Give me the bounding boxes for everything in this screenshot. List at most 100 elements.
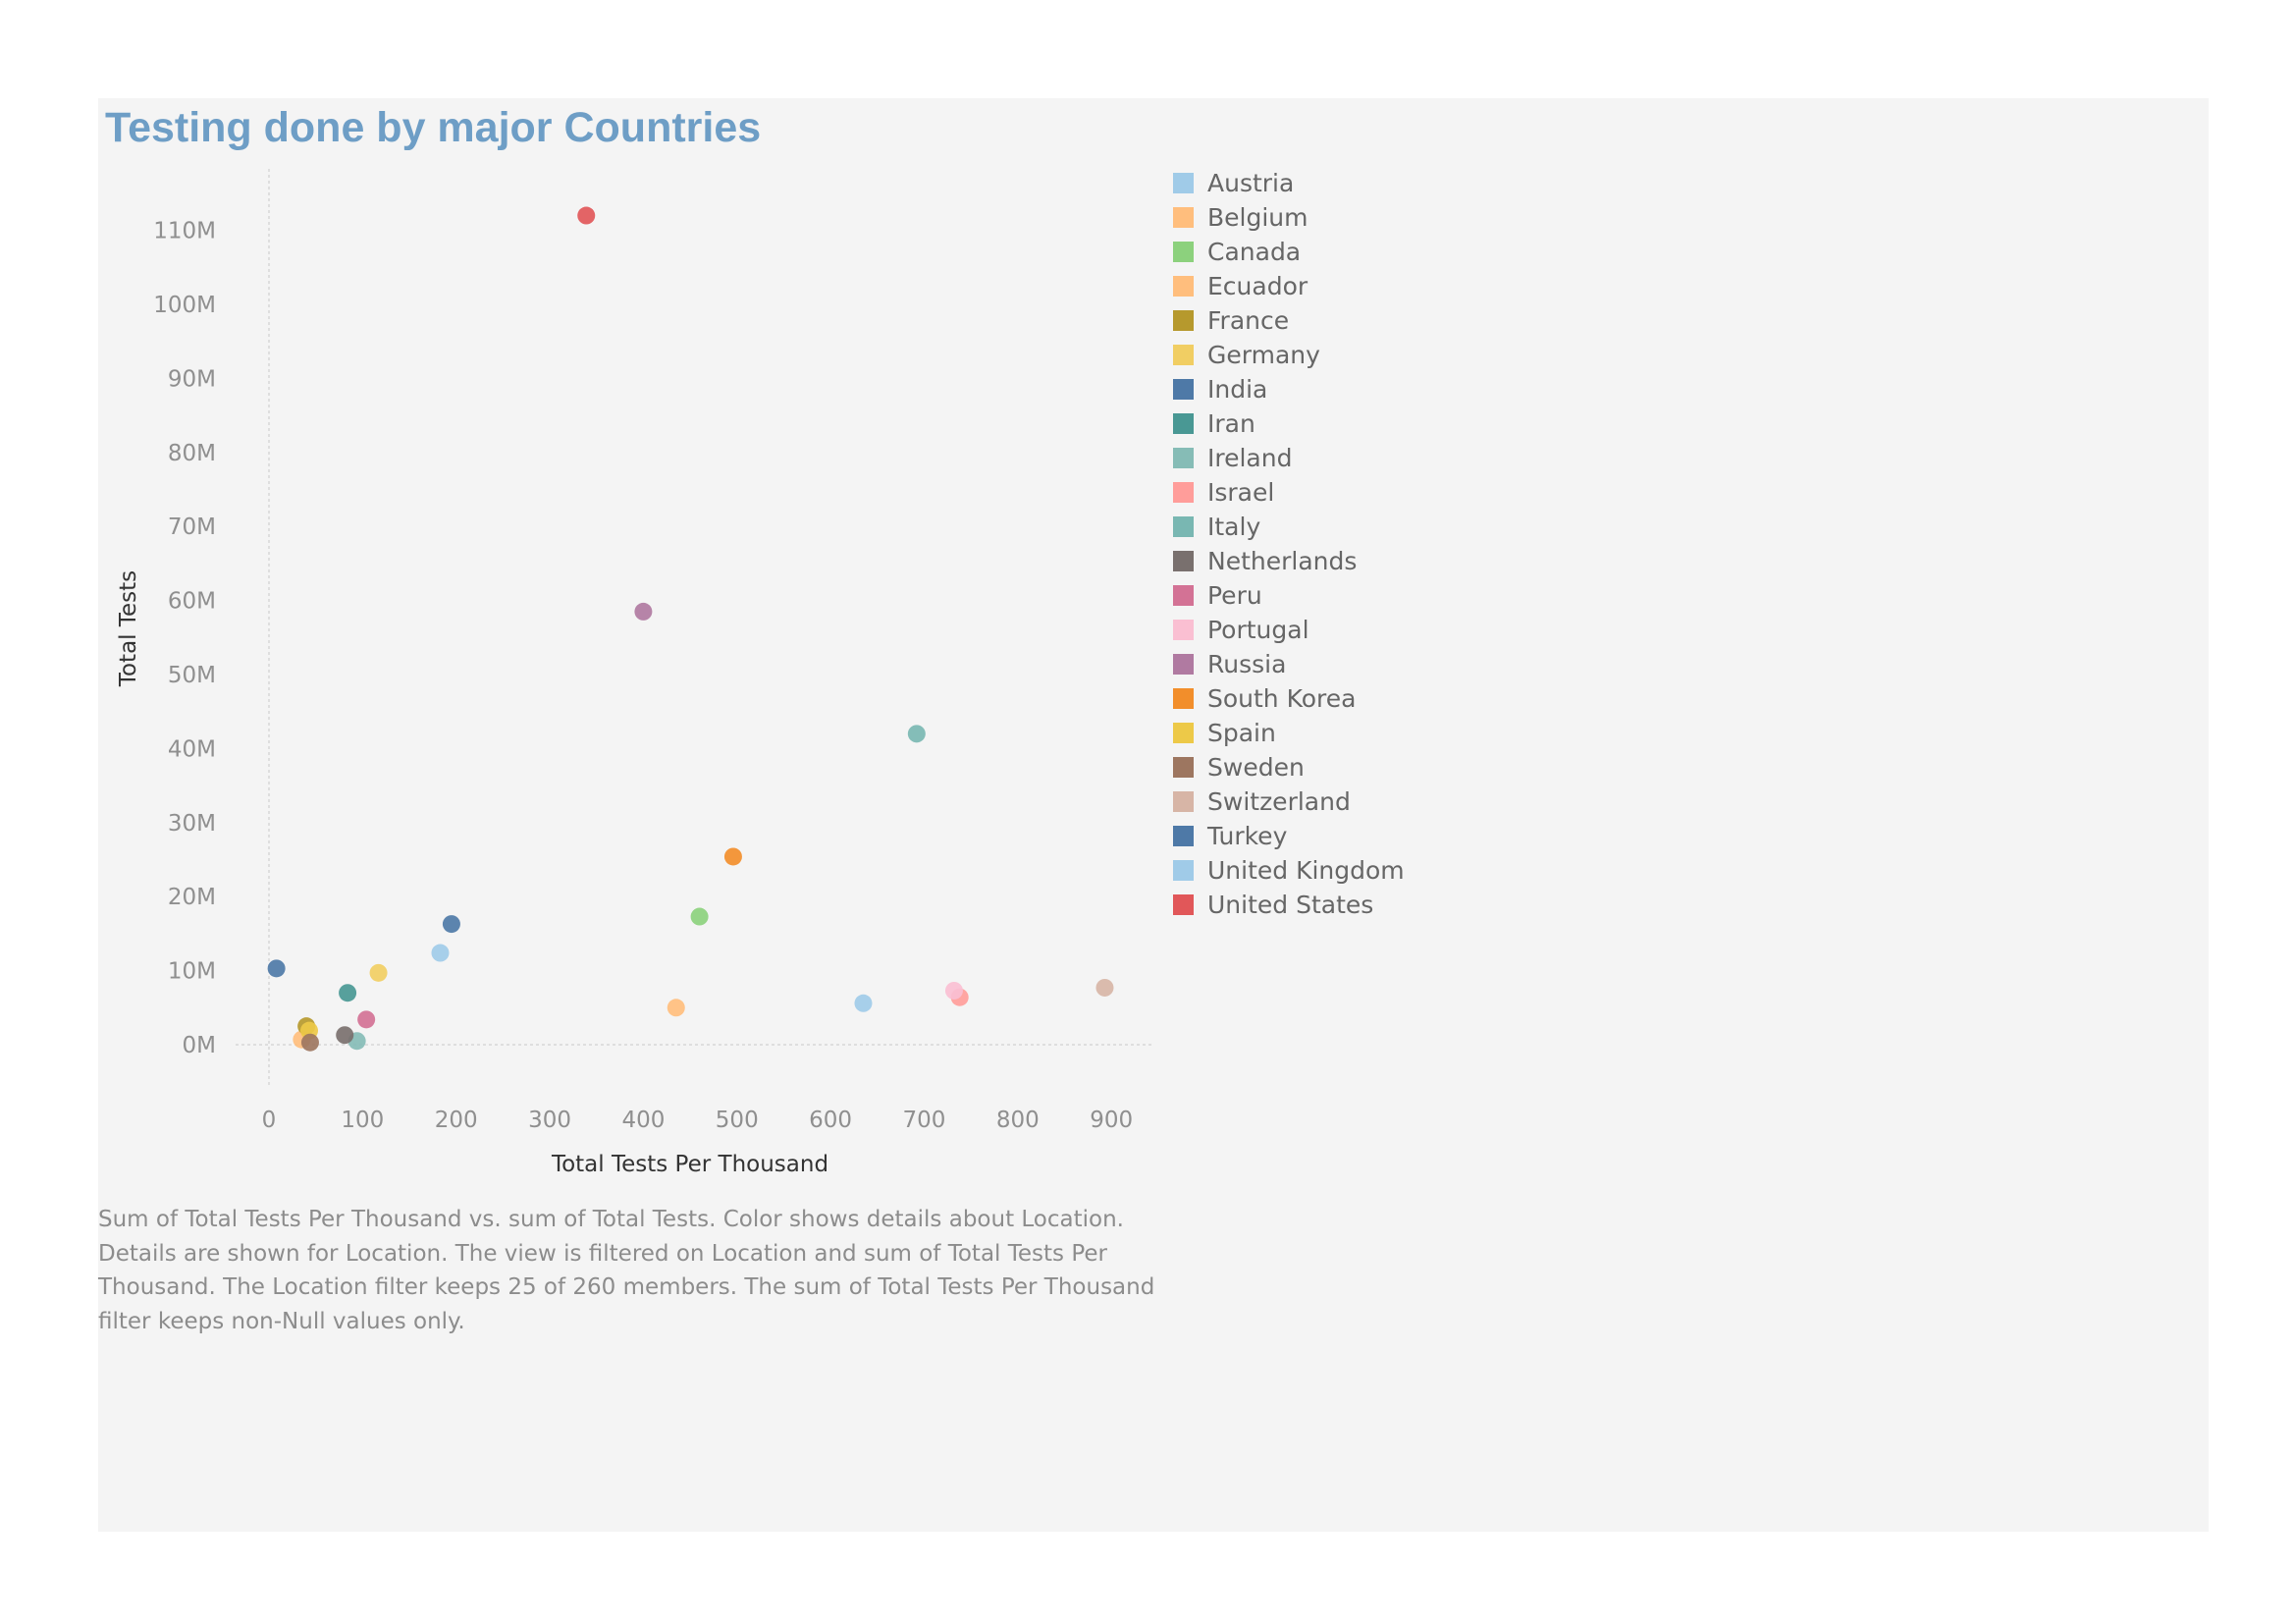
legend-item[interactable]: Peru [1173, 581, 1405, 616]
legend-label: Iran [1207, 409, 1255, 438]
y-tick-label: 0M [183, 1033, 216, 1058]
legend-swatch [1173, 242, 1194, 262]
legend-swatch [1173, 345, 1194, 365]
legend-swatch [1173, 826, 1194, 846]
legend-label: Canada [1207, 238, 1302, 266]
data-point-netherlands[interactable]: Netherlands [336, 1026, 354, 1045]
data-point-peru[interactable]: Peru [357, 1010, 376, 1029]
legend-item[interactable]: Austria [1173, 169, 1405, 203]
legend-item[interactable]: Israel [1173, 478, 1405, 513]
data-point-switzerland[interactable]: Switzerland [1095, 978, 1114, 997]
legend-label: Spain [1207, 719, 1276, 747]
legend-item[interactable]: Sweden [1173, 753, 1405, 787]
data-point-sweden[interactable]: Sweden [300, 1033, 319, 1052]
x-tick-label: 0 [262, 1108, 277, 1133]
legend-label: Ireland [1207, 444, 1293, 472]
x-axis-title: Total Tests Per Thousand [551, 1152, 828, 1177]
legend-swatch [1173, 723, 1194, 743]
legend-swatch [1173, 894, 1194, 915]
y-tick-label: 60M [168, 589, 216, 615]
y-tick-label: 90M [168, 366, 216, 392]
legend-item[interactable]: Ecuador [1173, 272, 1405, 306]
x-tick-label: 500 [716, 1108, 759, 1133]
data-point-iran[interactable]: Iran [339, 984, 357, 1002]
legend-label: United Kingdom [1207, 856, 1405, 885]
legend-label: United States [1207, 891, 1374, 919]
legend-item[interactable]: Iran [1173, 409, 1405, 444]
dashboard-panel [98, 98, 2209, 1532]
data-point-portugal[interactable]: Portugal [944, 981, 963, 1000]
legend-label: Netherlands [1207, 547, 1358, 575]
legend-swatch [1173, 585, 1194, 606]
legend-swatch [1173, 276, 1194, 297]
data-point-united-kingdom[interactable]: United Kingdom [431, 944, 450, 962]
legend-item[interactable]: Switzerland [1173, 787, 1405, 822]
legend-swatch [1173, 860, 1194, 881]
legend-item[interactable]: France [1173, 306, 1405, 341]
legend-item[interactable]: Portugal [1173, 616, 1405, 650]
legend-item[interactable]: Turkey [1173, 822, 1405, 856]
legend-swatch [1173, 551, 1194, 571]
legend-item[interactable]: Germany [1173, 341, 1405, 375]
legend-item[interactable]: Canada [1173, 238, 1405, 272]
data-point-canada[interactable]: Canada [690, 907, 709, 926]
data-point-russia[interactable]: Russia [634, 602, 653, 621]
legend-label: Israel [1207, 478, 1275, 507]
legend-label: Portugal [1207, 616, 1309, 644]
legend-item[interactable]: Netherlands [1173, 547, 1405, 581]
data-point-austria[interactable]: Austria [854, 994, 873, 1012]
data-point-italy[interactable]: Italy [907, 725, 926, 743]
data-point-india[interactable]: India [267, 959, 286, 978]
legend-label: India [1207, 375, 1268, 404]
y-tick-label: 70M [168, 514, 216, 540]
x-tick-label: 400 [621, 1108, 665, 1133]
legend-item[interactable]: Ireland [1173, 444, 1405, 478]
legend-item[interactable]: Russia [1173, 650, 1405, 684]
legend-label: South Korea [1207, 684, 1357, 713]
y-tick-label: 100M [153, 293, 216, 318]
legend-swatch [1173, 379, 1194, 400]
y-tick-label: 30M [168, 811, 216, 837]
legend-item[interactable]: United States [1173, 891, 1405, 925]
legend-label: Austria [1207, 169, 1295, 197]
x-tick-label: 600 [809, 1108, 852, 1133]
legend-item[interactable]: United Kingdom [1173, 856, 1405, 891]
data-point-belgium[interactable]: Belgium [667, 999, 685, 1017]
y-tick-label: 80M [168, 441, 216, 466]
data-point-united-states[interactable]: United States [577, 206, 596, 225]
data-points: AustriaBelgiumCanadaEcuadorFranceGermany… [267, 206, 1114, 1052]
legend-item[interactable]: Spain [1173, 719, 1405, 753]
x-tick-label: 900 [1090, 1108, 1133, 1133]
legend-swatch [1173, 620, 1194, 640]
data-point-germany[interactable]: Germany [369, 963, 388, 982]
legend-swatch [1173, 791, 1194, 812]
legend-item[interactable]: South Korea [1173, 684, 1405, 719]
legend-label: Sweden [1207, 753, 1305, 782]
legend-label: France [1207, 306, 1290, 335]
legend-swatch [1173, 654, 1194, 675]
legend-label: Russia [1207, 650, 1287, 678]
data-point-turkey[interactable]: Turkey [442, 915, 460, 934]
x-tick-label: 800 [996, 1108, 1040, 1133]
legend-swatch [1173, 448, 1194, 468]
legend-swatch [1173, 413, 1194, 434]
legend-item[interactable]: Italy [1173, 513, 1405, 547]
legend-label: Belgium [1207, 203, 1308, 232]
x-tick-label: 300 [528, 1108, 571, 1133]
y-tick-label: 10M [168, 959, 216, 985]
y-axis-title: Total Tests [116, 570, 141, 687]
legend-swatch [1173, 310, 1194, 331]
legend-swatch [1173, 757, 1194, 778]
x-axis-ticks: 0 100 200 300 400 500 600 700 800 900 [262, 1108, 1133, 1133]
legend-label: Ecuador [1207, 272, 1308, 300]
legend-label: Switzerland [1207, 787, 1351, 816]
legend-swatch [1173, 207, 1194, 228]
data-point-south-korea[interactable]: South Korea [723, 847, 742, 866]
legend-swatch [1173, 688, 1194, 709]
legend-label: Peru [1207, 581, 1262, 610]
legend-item[interactable]: India [1173, 375, 1405, 409]
y-tick-label: 50M [168, 663, 216, 688]
legend-item[interactable]: Belgium [1173, 203, 1405, 238]
x-tick-label: 100 [341, 1108, 384, 1133]
x-tick-label: 700 [902, 1108, 945, 1133]
